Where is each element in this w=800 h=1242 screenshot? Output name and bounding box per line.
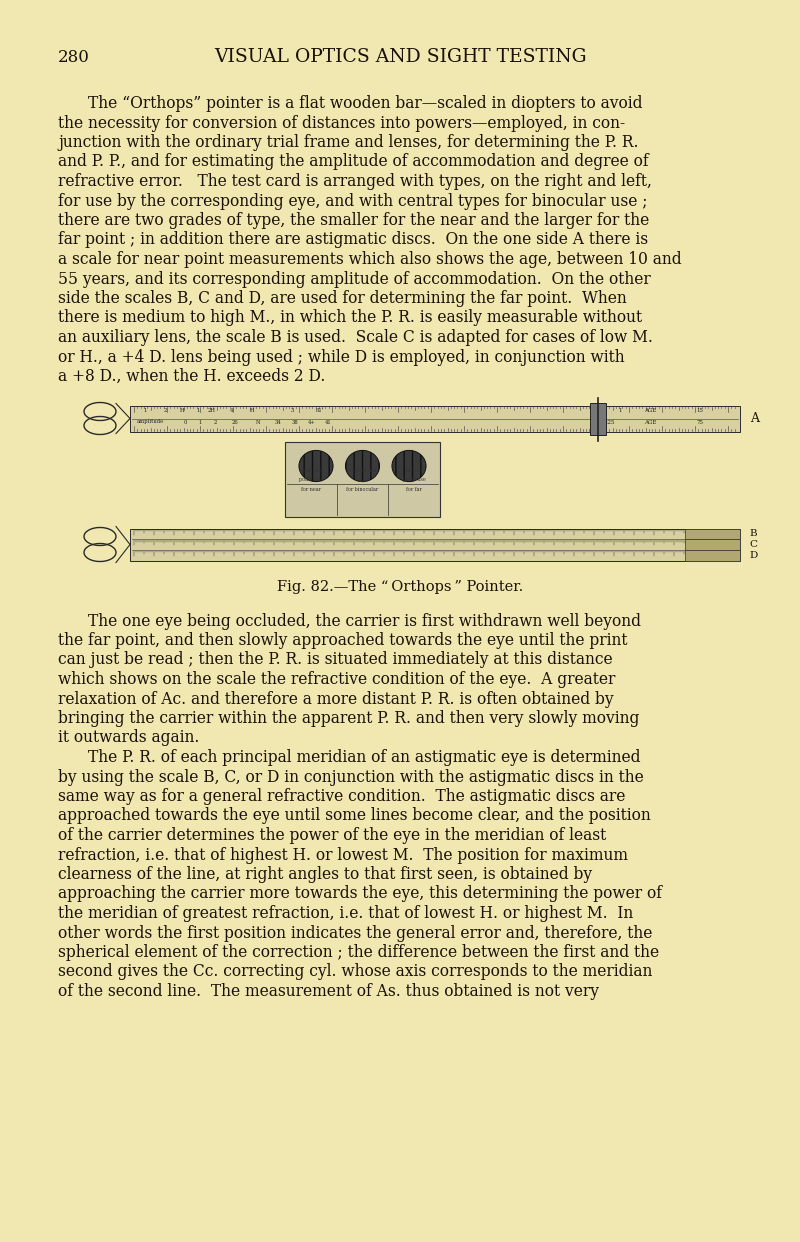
- Bar: [130, 529, 740, 560]
- Text: The P. R. of each principal meridian of an astigmatic eye is determined: The P. R. of each principal meridian of …: [88, 749, 641, 766]
- Text: relaxation of Ac. and therefore a more distant P. R. is often obtained by: relaxation of Ac. and therefore a more d…: [58, 691, 614, 708]
- Text: refraction, i.e. that of highest H. or lowest M.  The position for maximum: refraction, i.e. that of highest H. or l…: [58, 847, 628, 863]
- Bar: [685, 550, 740, 560]
- Text: approached towards the eye until some lines become clear, and the position: approached towards the eye until some li…: [58, 807, 650, 825]
- Text: point use: point use: [299, 477, 322, 482]
- Ellipse shape: [299, 451, 333, 482]
- Text: or H., a +4 D. lens being used ; while D is employed, in conjunction with: or H., a +4 D. lens being used ; while D…: [58, 349, 625, 365]
- Text: 15: 15: [697, 407, 703, 412]
- Text: refractive error.   The test card is arranged with types, on the right and left,: refractive error. The test card is arran…: [58, 173, 652, 190]
- Text: The one eye being occluded, the carrier is first withdrawn well beyond: The one eye being occluded, the carrier …: [88, 612, 641, 630]
- Text: point use: point use: [403, 477, 426, 482]
- Text: second gives the Cc. correcting cyl. whose axis corresponds to the meridian: second gives the Cc. correcting cyl. who…: [58, 964, 652, 980]
- Text: 3: 3: [290, 407, 294, 412]
- Text: 0: 0: [183, 420, 186, 425]
- Bar: [130, 405, 740, 431]
- Bar: [685, 529, 740, 539]
- Text: VISUAL OPTICS AND SIGHT TESTING: VISUAL OPTICS AND SIGHT TESTING: [214, 48, 586, 66]
- Text: for use by the corresponding eye, and with central types for binocular use ;: for use by the corresponding eye, and wi…: [58, 193, 647, 210]
- Text: 75: 75: [697, 420, 703, 425]
- Text: Fig. 82.—The “ Orthops ” Pointer.: Fig. 82.—The “ Orthops ” Pointer.: [277, 580, 523, 595]
- Ellipse shape: [392, 451, 426, 482]
- Text: far use: far use: [406, 468, 423, 473]
- Bar: [685, 539, 740, 550]
- Text: there is medium to high M., in which the P. R. is easily measurable without: there is medium to high M., in which the…: [58, 309, 642, 327]
- Text: for far: for far: [406, 487, 422, 492]
- Text: there are two grades of type, the smaller for the near and the larger for the: there are two grades of type, the smalle…: [58, 212, 650, 229]
- Text: same way as for a general refractive condition.  The astigmatic discs are: same way as for a general refractive con…: [58, 787, 626, 805]
- Text: the far point, and then slowly approached towards the eye until the print: the far point, and then slowly approache…: [58, 632, 627, 650]
- Text: H: H: [180, 407, 184, 412]
- Text: of the carrier determines the power of the eye in the meridian of least: of the carrier determines the power of t…: [58, 827, 606, 845]
- Text: approaching the carrier more towards the eye, this determining the power of: approaching the carrier more towards the…: [58, 886, 662, 903]
- Text: 4: 4: [230, 407, 234, 412]
- Text: The “Orthops” pointer is a flat wooden bar—scaled in diopters to avoid: The “Orthops” pointer is a flat wooden b…: [88, 94, 642, 112]
- Text: amplitude: amplitude: [136, 420, 164, 425]
- Text: and P. P., and for estimating the amplitude of accommodation and degree of: and P. P., and for estimating the amplit…: [58, 154, 649, 170]
- Text: far point ; in addition there are astigmatic discs.  On the one side A there is: far point ; in addition there are astigm…: [58, 231, 648, 248]
- Text: central use: central use: [349, 468, 376, 473]
- Text: 1: 1: [618, 407, 622, 412]
- Text: clearness of the line, at right angles to that first seen, is obtained by: clearness of the line, at right angles t…: [58, 866, 592, 883]
- Text: N: N: [256, 420, 260, 425]
- Text: 55 years, and its corresponding amplitude of accommodation.  On the other: 55 years, and its corresponding amplitud…: [58, 271, 650, 287]
- Text: 1: 1: [196, 407, 200, 412]
- Text: 34: 34: [274, 420, 282, 425]
- Text: 2: 2: [214, 420, 217, 425]
- Text: spherical element of the correction ; the difference between the first and the: spherical element of the correction ; th…: [58, 944, 659, 961]
- Bar: [285, 441, 440, 517]
- Text: other words the first position indicates the general error and, therefore, the: other words the first position indicates…: [58, 924, 652, 941]
- Text: side the scales B, C and D, are used for determining the far point.  When: side the scales B, C and D, are used for…: [58, 289, 626, 307]
- Text: junction with the ordinary trial frame and lenses, for determining the P. R.: junction with the ordinary trial frame a…: [58, 134, 638, 152]
- Text: a +8 D., when the H. exceeds 2 D.: a +8 D., when the H. exceeds 2 D.: [58, 368, 326, 385]
- Text: D: D: [749, 550, 758, 560]
- Text: H: H: [250, 407, 254, 412]
- Text: C: C: [749, 540, 757, 549]
- Text: 26: 26: [232, 420, 238, 425]
- Text: an auxiliary lens, the scale B is used.  Scale C is adapted for cases of low M.: an auxiliary lens, the scale B is used. …: [58, 329, 653, 347]
- Text: AGE: AGE: [644, 420, 656, 425]
- Text: 31': 31': [316, 407, 324, 412]
- Text: 4+: 4+: [308, 420, 316, 425]
- Text: AGE: AGE: [644, 407, 656, 412]
- Text: B: B: [749, 529, 757, 538]
- Text: 2: 2: [163, 407, 166, 412]
- Text: A: A: [750, 412, 759, 425]
- Text: it outwards again.: it outwards again.: [58, 729, 199, 746]
- Text: 41: 41: [325, 420, 331, 425]
- Bar: [590, 402, 606, 435]
- Text: use: use: [358, 477, 366, 482]
- Text: 1: 1: [143, 407, 146, 412]
- Text: for binocular: for binocular: [346, 487, 378, 492]
- Text: the necessity for conversion of distances into powers—employed, in con-: the necessity for conversion of distance…: [58, 114, 625, 132]
- Text: 2H: 2H: [208, 407, 216, 412]
- Text: 125: 125: [605, 420, 615, 425]
- Ellipse shape: [346, 451, 379, 482]
- Text: 280: 280: [58, 48, 90, 66]
- Text: which shows on the scale the refractive condition of the eye.  A greater: which shows on the scale the refractive …: [58, 671, 615, 688]
- Text: near use: near use: [300, 468, 321, 473]
- Text: 1: 1: [198, 420, 202, 425]
- Text: for near: for near: [301, 487, 321, 492]
- Text: the meridian of greatest refraction, i.e. that of lowest H. or highest M.  In: the meridian of greatest refraction, i.e…: [58, 905, 634, 922]
- Text: 38: 38: [292, 420, 298, 425]
- Text: can just be read ; then the P. R. is situated immediately at this distance: can just be read ; then the P. R. is sit…: [58, 652, 613, 668]
- Text: of the second line.  The measurement of As. thus obtained is not very: of the second line. The measurement of A…: [58, 982, 599, 1000]
- Text: a scale for near point measurements which also shows the age, between 10 and: a scale for near point measurements whic…: [58, 251, 682, 268]
- Text: bringing the carrier within the apparent P. R. and then very slowly moving: bringing the carrier within the apparent…: [58, 710, 639, 727]
- Text: by using the scale B, C, or D in conjunction with the astigmatic discs in the: by using the scale B, C, or D in conjunc…: [58, 769, 644, 785]
